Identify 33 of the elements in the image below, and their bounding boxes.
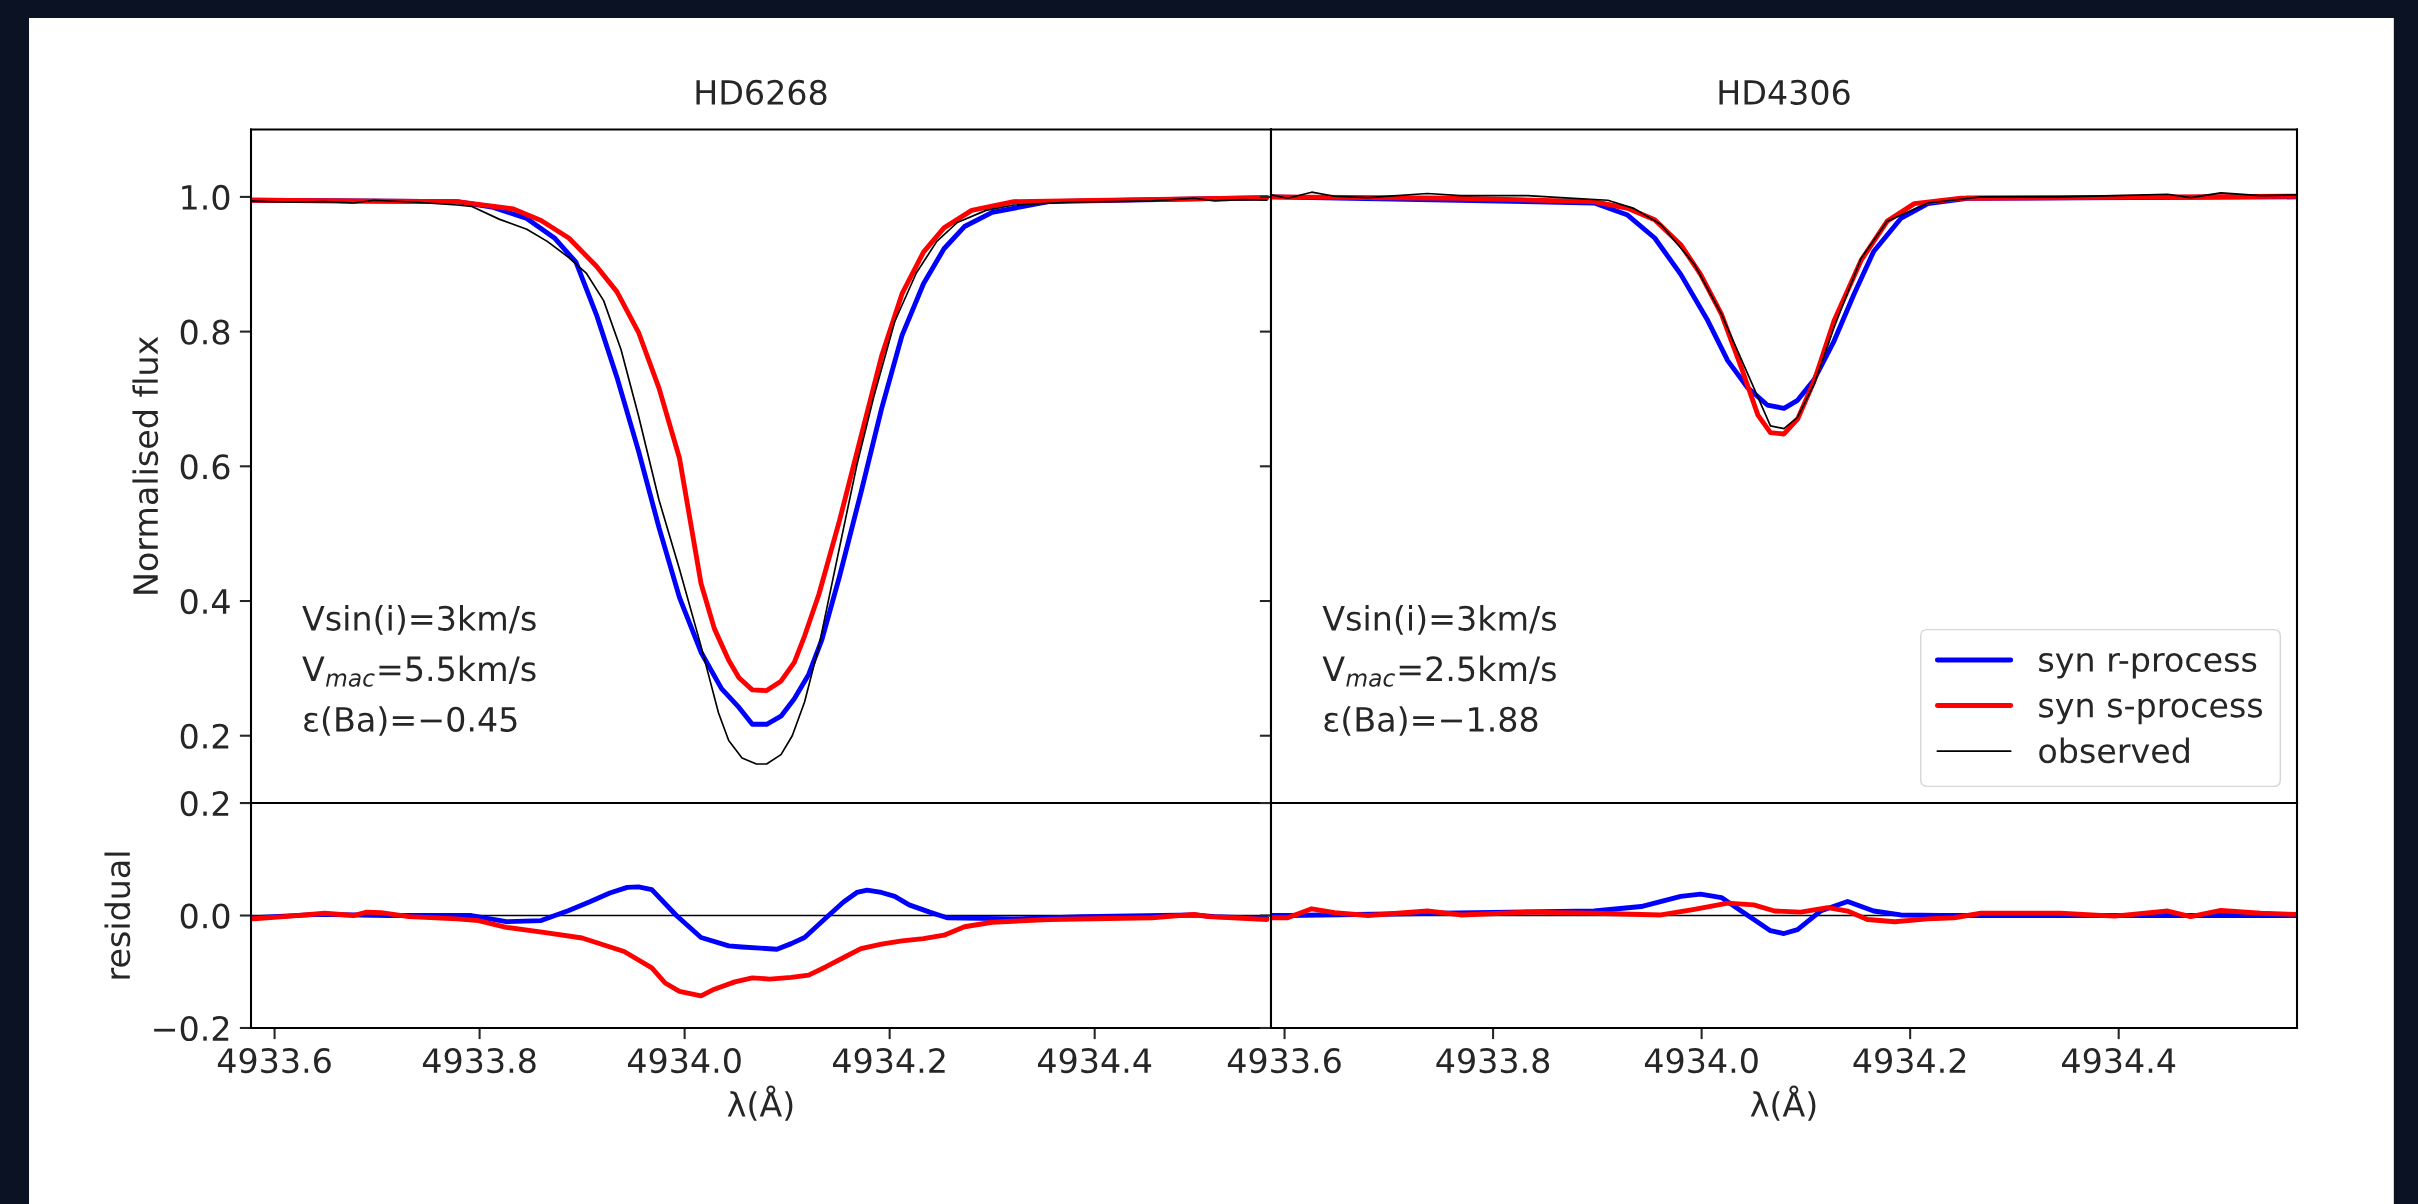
legend-label: observed bbox=[2039, 737, 2189, 764]
x-tick-label: 4934.0 bbox=[627, 1048, 741, 1074]
x-tick-label: 4934.4 bbox=[2062, 1048, 2176, 1074]
annotation: V$_{mac}$=5.5km/s bbox=[302, 655, 536, 687]
y-tick-label: 0.4 bbox=[180, 588, 230, 615]
x-tick-label: 4934.0 bbox=[1644, 1048, 1758, 1074]
y-tick-label: 0.2 bbox=[180, 790, 229, 817]
y-tick-label: 0.6 bbox=[180, 454, 230, 480]
legend-label: syn r-process bbox=[2039, 652, 2257, 679]
y-tick-label: 0.2 bbox=[180, 723, 229, 749]
annotation: Vsin(i)=3km/s bbox=[1322, 605, 1557, 635]
x-tick-label: 4934.2 bbox=[1853, 1048, 1966, 1074]
y-tick-label: 1.0 bbox=[182, 184, 230, 211]
legend-label: syn s-process bbox=[2039, 698, 2263, 725]
y-axis-title: Normalised flux bbox=[132, 336, 159, 594]
x-axis-title: λ(Å) bbox=[1750, 1085, 1816, 1121]
y-tick-label: 0.8 bbox=[180, 319, 230, 345]
x-axis-title: λ(Å) bbox=[727, 1085, 793, 1121]
x-tick-label: 4933.8 bbox=[1436, 1048, 1550, 1074]
x-tick-label: 4934.4 bbox=[1037, 1048, 1152, 1074]
annotation: ε(Ba)=−1.88 bbox=[1324, 706, 1538, 736]
y-tick-label: −0.2 bbox=[154, 1015, 229, 1042]
annotation: Vsin(i)=3km/s bbox=[302, 605, 536, 635]
x-tick-label: 4933.8 bbox=[422, 1048, 536, 1074]
y-axis-title: residual bbox=[104, 852, 131, 979]
chart-title: HD6268 bbox=[696, 79, 827, 106]
x-tick-label: 4934.2 bbox=[832, 1048, 945, 1074]
annotation: V$_{mac}$=2.5km/s bbox=[1322, 655, 1556, 687]
x-tick-label: 4933.6 bbox=[217, 1048, 331, 1074]
x-tick-label: 4933.6 bbox=[1227, 1048, 1341, 1074]
y-tick-label: 0.0 bbox=[180, 903, 230, 929]
chart-title: HD4306 bbox=[1719, 79, 1850, 106]
annotation: ε(Ba)=−0.45 bbox=[304, 706, 517, 736]
